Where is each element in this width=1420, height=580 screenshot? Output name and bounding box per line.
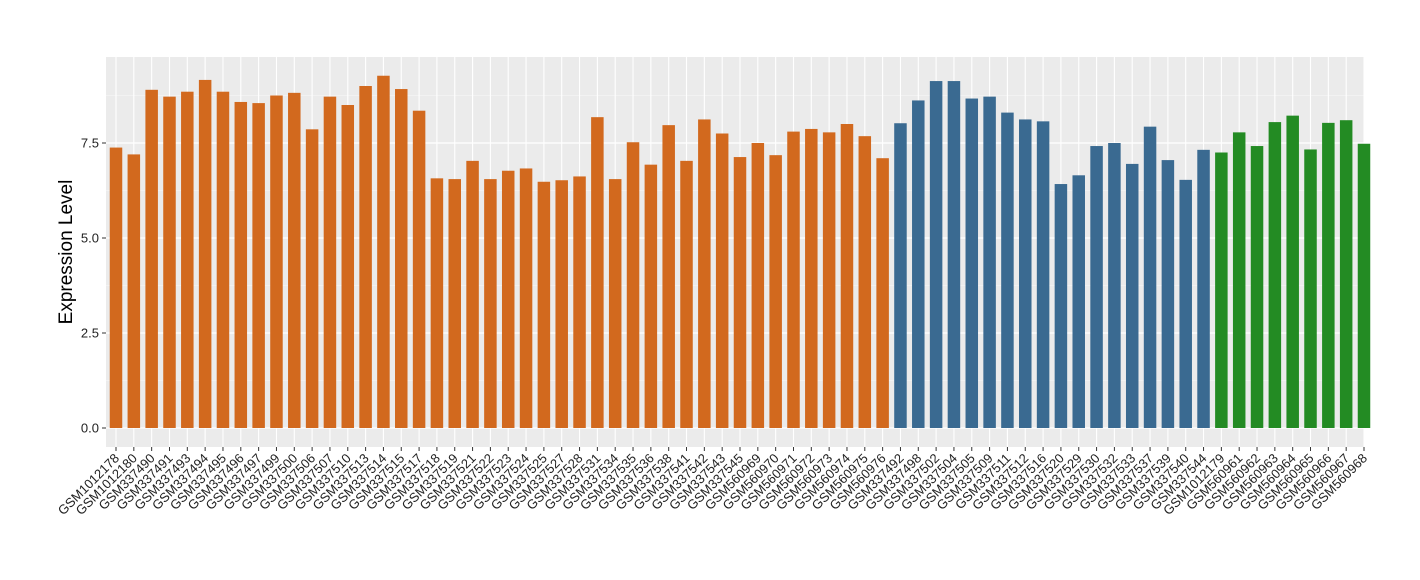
bar-GSM560969: [751, 143, 765, 428]
bar-GSM560964: [1286, 115, 1299, 428]
bar-GSM337493: [181, 91, 194, 428]
bar-GSM560967: [1339, 120, 1353, 428]
bar-GSM337533: [1125, 163, 1139, 428]
bar-GSM560971: [787, 131, 800, 428]
bar-GSM337518: [430, 178, 444, 428]
bar-GSM560976: [876, 158, 889, 428]
bar-GSM337516: [1036, 121, 1050, 428]
bar-GSM337499: [270, 95, 283, 428]
bar-GSM337536: [644, 164, 658, 428]
bar-GSM337541: [680, 160, 693, 429]
bar-GSM337527: [555, 180, 568, 428]
bar-GSM337502: [929, 81, 943, 428]
bar-GSM337520: [1054, 184, 1068, 428]
bar-GSM337523: [501, 170, 515, 429]
y-tick-label: 0.0: [81, 421, 99, 436]
x-axis: GSM1012178GSM1012180GSM337490GSM337491GS…: [55, 447, 1370, 518]
bars: [109, 75, 1371, 429]
bar-GSM337490: [145, 89, 158, 429]
y-tick-label: 5.0: [81, 231, 99, 246]
bar-GSM337532: [1108, 143, 1121, 428]
bar-GSM1012180: [127, 154, 141, 428]
bar-GSM337497: [252, 103, 265, 428]
bar-GSM337514: [377, 75, 390, 429]
bar-GSM337525: [537, 181, 551, 428]
bar-GSM337507: [323, 96, 337, 428]
bar-GSM337494: [198, 79, 212, 429]
bar-GSM560968: [1357, 143, 1371, 428]
bar-GSM337506: [305, 129, 319, 428]
bar-GSM337522: [484, 179, 497, 428]
bar-GSM560963: [1268, 122, 1282, 428]
bar-GSM337544: [1197, 149, 1210, 428]
bar-GSM337505: [965, 98, 979, 428]
bar-GSM1012178: [109, 147, 123, 428]
bar-GSM337519: [448, 179, 461, 428]
bar-GSM337539: [1161, 160, 1175, 428]
bar-GSM337492: [894, 123, 907, 429]
bar-GSM560962: [1250, 146, 1264, 429]
bar-GSM560972: [805, 128, 818, 428]
bar-GSM337534: [608, 179, 622, 428]
bar-GSM337543: [715, 133, 729, 428]
bar-GSM337521: [466, 160, 479, 429]
bar-GSM337513: [359, 86, 372, 428]
bar-GSM337538: [662, 125, 675, 428]
bar-GSM560973: [822, 132, 836, 429]
bar-GSM337530: [1090, 146, 1103, 429]
y-axis-title: Expression Level: [56, 180, 77, 325]
bar-GSM337510: [341, 105, 355, 428]
bar-GSM337540: [1179, 179, 1192, 428]
bar-GSM337517: [412, 110, 426, 428]
bar-GSM337512: [1019, 119, 1032, 428]
bar-GSM337528: [573, 176, 586, 428]
bar-GSM337537: [1143, 126, 1157, 428]
bar-GSM337545: [733, 157, 747, 428]
bar-GSM337495: [216, 91, 230, 428]
bar-GSM337511: [1001, 112, 1014, 428]
bar-GSM337504: [947, 81, 961, 428]
y-axis: 0.0 2.5 5.0 7.5: [81, 136, 106, 436]
bar-GSM337498: [912, 100, 925, 428]
bar-GSM560975: [858, 136, 872, 428]
bar-GSM337529: [1072, 175, 1085, 428]
bar-GSM560970: [769, 155, 782, 428]
bar-GSM560961: [1232, 132, 1246, 429]
bar-GSM337524: [519, 168, 533, 428]
bar-GSM560965: [1304, 149, 1317, 428]
bar-GSM560966: [1322, 122, 1335, 429]
bar-GSM337500: [288, 92, 301, 428]
y-tick-label: 2.5: [81, 326, 99, 341]
bar-GSM337515: [395, 89, 408, 428]
bar-GSM337496: [234, 101, 248, 429]
bar-GSM337535: [626, 142, 640, 429]
bar-GSM1012179: [1215, 152, 1228, 428]
y-tick-label: 7.5: [81, 136, 99, 151]
bar-GSM337542: [698, 119, 711, 428]
bar-GSM337509: [983, 96, 996, 428]
bar-GSM337491: [163, 96, 176, 428]
bar-GSM337531: [591, 117, 604, 428]
bar-GSM560974: [840, 124, 854, 428]
